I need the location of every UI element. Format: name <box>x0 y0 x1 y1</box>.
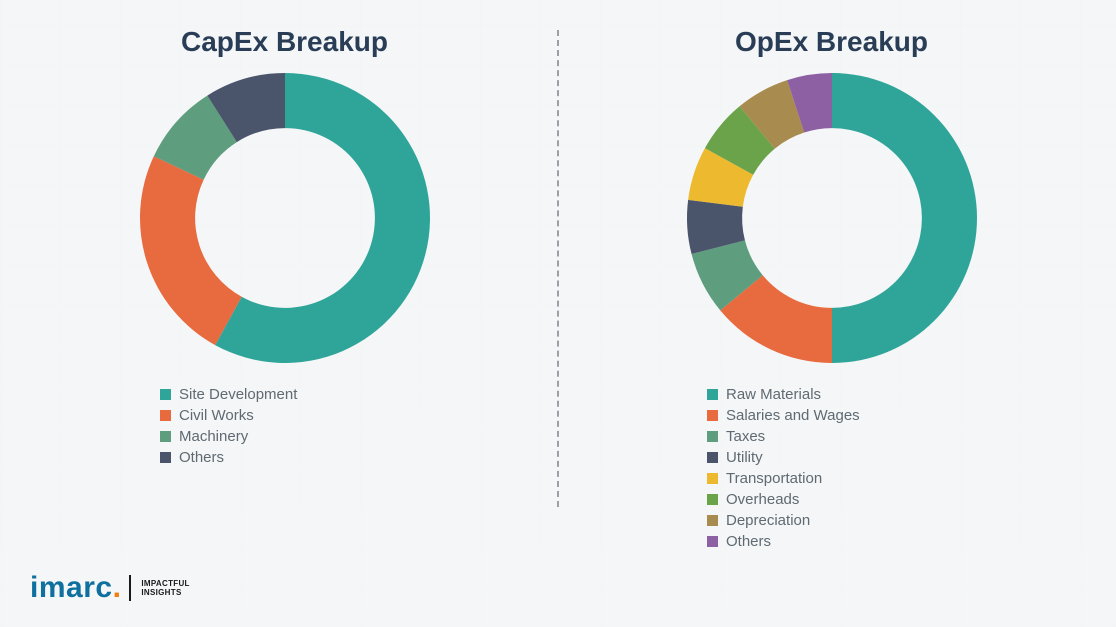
legend-item: Depreciation <box>707 512 860 529</box>
legend-item: Others <box>160 449 297 466</box>
legend-label: Transportation <box>726 470 822 487</box>
legend-swatch <box>707 536 718 547</box>
legend-item: Overheads <box>707 491 860 508</box>
logo-tagline-line1: IMPACTFUL <box>141 579 189 588</box>
logo-tagline-line2: INSIGHTS <box>141 588 189 597</box>
logo-marc: marc <box>39 571 113 604</box>
capex-title: CapEx Breakup <box>181 26 388 58</box>
capex-legend: Site Development Civil Works Machinery Othe… <box>160 382 297 470</box>
legend-item: Utility <box>707 449 860 466</box>
capex-donut <box>135 68 435 368</box>
legend-label: Utility <box>726 449 763 466</box>
logo-tagline: IMPACTFUL INSIGHTS <box>141 579 189 597</box>
legend-label: Depreciation <box>726 512 810 529</box>
legend-swatch <box>160 389 171 400</box>
opex-panel: OpEx Breakup Raw Materials Salaries and W… <box>567 20 1096 537</box>
legend-item: Civil Works <box>160 407 297 424</box>
opex-legend: Raw Materials Salaries and Wages Taxes Util… <box>707 382 860 554</box>
logo-dot-icon: . <box>113 571 122 604</box>
legend-label: Salaries and Wages <box>726 407 860 424</box>
logo-i: i <box>30 571 39 604</box>
legend-item: Machinery <box>160 428 297 445</box>
brand-logo: imarc. IMPACTFUL INSIGHTS <box>30 571 190 605</box>
logo-separator <box>129 575 131 601</box>
opex-donut <box>682 68 982 368</box>
panels-container: CapEx Breakup Site Development Civil Work… <box>0 0 1116 627</box>
legend-label: Raw Materials <box>726 386 821 403</box>
legend-swatch <box>160 431 171 442</box>
legend-label: Machinery <box>179 428 248 445</box>
legend-label: Taxes <box>726 428 765 445</box>
legend-swatch <box>707 431 718 442</box>
legend-item: Others <box>707 533 860 550</box>
legend-item: Taxes <box>707 428 860 445</box>
legend-item: Salaries and Wages <box>707 407 860 424</box>
opex-title: OpEx Breakup <box>735 26 928 58</box>
vertical-divider <box>557 30 559 507</box>
legend-label: Civil Works <box>179 407 254 424</box>
legend-swatch <box>707 473 718 484</box>
legend-swatch <box>707 389 718 400</box>
donut-slice-1 <box>140 156 242 345</box>
legend-label: Site Development <box>179 386 297 403</box>
legend-swatch <box>707 410 718 421</box>
legend-swatch <box>160 410 171 421</box>
legend-label: Others <box>726 533 771 550</box>
legend-label: Overheads <box>726 491 799 508</box>
legend-swatch <box>707 515 718 526</box>
legend-item: Raw Materials <box>707 386 860 403</box>
legend-swatch <box>160 452 171 463</box>
legend-item: Transportation <box>707 470 860 487</box>
legend-swatch <box>707 452 718 463</box>
capex-panel: CapEx Breakup Site Development Civil Work… <box>20 20 549 537</box>
legend-swatch <box>707 494 718 505</box>
legend-label: Others <box>179 449 224 466</box>
legend-item: Site Development <box>160 386 297 403</box>
donut-slice-0 <box>832 73 977 363</box>
logo-word: imarc. <box>30 571 121 605</box>
